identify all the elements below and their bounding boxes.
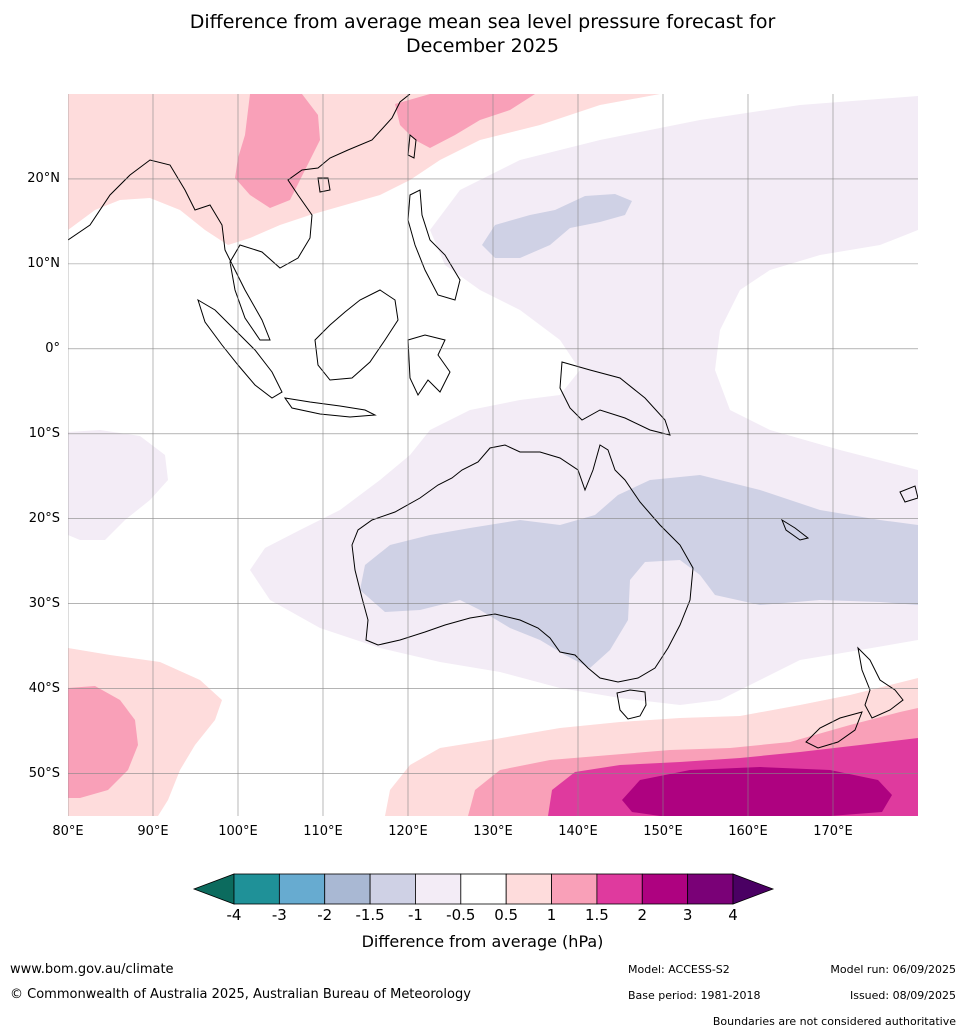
lon-tick-label: 100°E (218, 824, 258, 839)
anomaly-region-pos-1-southwest (68, 686, 138, 798)
colorbar-tick-label: -4 (226, 906, 242, 924)
lat-tick-label: 50°S (28, 765, 60, 781)
colorbar-tick-label: -2 (317, 906, 333, 924)
coastline-new-zealand-south (805, 711, 863, 749)
lon-tick-label: 140°E (558, 824, 598, 839)
colorbar (192, 873, 775, 905)
coastline-borneo (314, 289, 399, 381)
pressure-anomaly-fields (68, 94, 918, 816)
anomaly-region-pos-2-southeast (622, 767, 892, 816)
colorbar-tick-label: -3 (271, 906, 287, 924)
colorbar-segment (596, 873, 643, 905)
colorbar-tick-label: 4 (728, 906, 738, 924)
colorbar-title: Difference from average (hPa) (361, 932, 604, 951)
copyright-text: © Commonwealth of Australia 2025, Austra… (10, 987, 471, 1002)
colorbar-segment (369, 873, 416, 905)
lat-tick-label: 40°S (28, 680, 60, 696)
colorbar-segment (415, 873, 462, 905)
lon-tick-label: 110°E (303, 824, 343, 839)
chart-title: Difference from average mean sea level p… (0, 10, 965, 58)
anomaly-region-pos-1-asia-west (235, 94, 320, 208)
colorbar-tick-label: -1 (407, 906, 423, 924)
lon-tick-label: 80°E (52, 824, 84, 839)
colorbar-extend-high (732, 873, 775, 905)
lat-tick-label: 30°S (28, 595, 60, 611)
anomaly-region-neg-0.5-indian (68, 430, 168, 540)
lat-tick-label: 20°N (27, 170, 60, 186)
title-line-2: December 2025 (406, 35, 559, 57)
lon-tick-label: 160°E (728, 824, 768, 839)
lon-tick-label: 150°E (643, 824, 683, 839)
coastline-new-zealand-north (857, 646, 904, 719)
model-name: Model: ACCESS-S2 (628, 963, 730, 976)
model-run-date: Model run: 06/09/2025 (830, 963, 956, 976)
colorbar-tick-label: 3 (682, 906, 693, 924)
colorbar-segment (505, 873, 552, 905)
lon-tick-label: 130°E (473, 824, 513, 839)
anomaly-region-neg-1-north (482, 194, 632, 258)
coastline-sulawesi (407, 334, 451, 397)
lon-tick-label: 90°E (137, 824, 169, 839)
anomaly-region-pos-1-asia-east (395, 94, 535, 148)
website-link[interactable]: www.bom.gov.au/climate (10, 962, 174, 977)
title-line-1: Difference from average mean sea level p… (189, 11, 776, 33)
colorbar-extend-low (192, 873, 235, 905)
lon-tick-label: 170°E (813, 824, 853, 839)
colorbar-segment (278, 873, 326, 905)
colorbar-tick-label: 1 (546, 906, 557, 924)
colorbar-segment (324, 873, 371, 905)
colorbar-tick-label: 1.5 (584, 906, 609, 924)
coastlines (68, 94, 918, 749)
lat-tick-label: 10°N (27, 255, 60, 271)
coastline-australia (351, 444, 694, 683)
gridlines (68, 94, 918, 816)
base-period: Base period: 1981-2018 (628, 989, 761, 1002)
colorbar-tick-label: 0.5 (494, 906, 519, 924)
lat-tick-label: 20°S (28, 510, 60, 526)
boundaries-disclaimer: Boundaries are not considered authoritat… (712, 1015, 956, 1028)
anomaly-region-pos-0.5-asia (68, 94, 660, 245)
colorbar-tick-label: -0.5 (446, 906, 476, 924)
colorbar-segment (233, 873, 280, 905)
lat-tick-label: 0° (45, 340, 60, 356)
colorbar-tick-label: -1.5 (355, 906, 385, 924)
colorbar-segment (551, 873, 598, 905)
colorbar-segment (641, 873, 689, 905)
coastline-hainan (317, 177, 331, 193)
lat-tick-label: 10°S (28, 425, 60, 441)
issued-date: Issued: 08/09/2025 (849, 989, 956, 1002)
coastline-new-caledonia (780, 518, 810, 541)
coastline-philippines (407, 189, 461, 301)
colorbar-segment (687, 873, 734, 905)
lon-tick-label: 120°E (388, 824, 428, 839)
coastline-new-guinea (559, 361, 671, 436)
coastline-java (283, 397, 377, 418)
colorbar-tick-label: 2 (637, 906, 648, 924)
coastline-taiwan (407, 134, 417, 159)
coastline-tasmania (616, 689, 647, 720)
coastline-asia-mainland (68, 94, 411, 341)
anomaly-region-neg-1-australia (360, 475, 918, 668)
coastline-sumatra (197, 298, 283, 399)
colorbar-segment (460, 873, 507, 905)
coastline-fiji (899, 485, 918, 503)
